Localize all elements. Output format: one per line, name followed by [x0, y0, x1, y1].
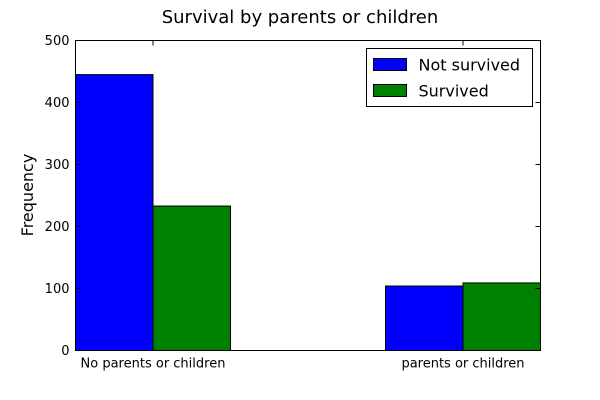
y-tick-label: 500 — [45, 34, 70, 49]
legend-label: Not survived — [419, 56, 521, 75]
bar-not-survived-2 — [385, 285, 464, 351]
x-tick-label: parents or children — [401, 357, 524, 372]
legend: Not survived Survived — [366, 48, 533, 107]
y-tick-label: 400 — [45, 96, 70, 111]
bars-group — [75, 74, 541, 352]
plot-frame — [75, 40, 541, 351]
x-tick-labels: No parents or children parents or childre… — [81, 357, 525, 372]
ticks-group: 0 100 200 300 400 500 — [45, 34, 541, 359]
y-axis-label: Frequency — [18, 154, 37, 237]
y-tick-label: 200 — [45, 220, 70, 235]
y-tick-label: 300 — [45, 158, 70, 173]
bar-not-survived-1 — [75, 74, 154, 351]
bar-survived-1 — [152, 205, 231, 351]
chart-title: Survival by parents or children — [162, 7, 439, 28]
legend-swatch — [373, 84, 407, 97]
legend-label: Survived — [419, 82, 489, 101]
x-tick-label: No parents or children — [81, 357, 226, 372]
y-tick-label: 0 — [61, 344, 69, 359]
legend-swatch — [373, 58, 407, 71]
y-tick-label: 100 — [45, 282, 70, 297]
bar-survived-2 — [462, 282, 541, 352]
